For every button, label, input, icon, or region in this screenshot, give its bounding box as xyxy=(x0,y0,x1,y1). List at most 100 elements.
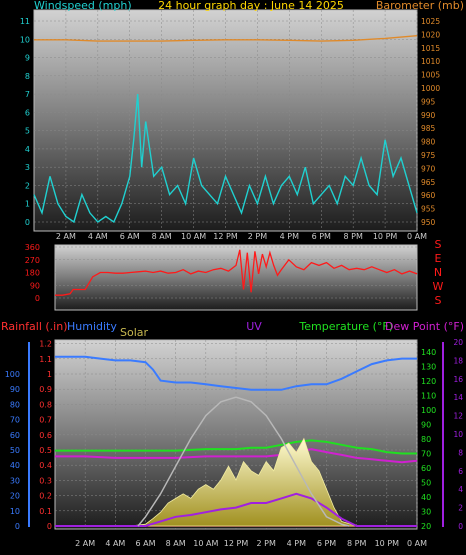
temperature-tick-label: 60 xyxy=(421,464,431,473)
time-tick-label: 0 AM xyxy=(407,232,427,241)
direction-tick-label: 360 xyxy=(25,243,40,252)
rainfall-tick-label: 0.1 xyxy=(39,507,52,516)
solar-area xyxy=(55,437,417,527)
time-tick-label: 12 PM xyxy=(224,539,249,548)
uv-label: UV xyxy=(246,320,262,333)
rainfall-tick-label: 1 xyxy=(47,370,52,379)
barometer-tick-label: 1025 xyxy=(421,17,440,26)
uv-tick-label: 2 xyxy=(458,504,463,513)
temperature-tick-label: 110 xyxy=(421,392,436,401)
humidity-tick-label: 100 xyxy=(5,370,20,379)
uv-tick-label: 16 xyxy=(453,375,463,384)
temperature-tick-label: 130 xyxy=(421,363,436,372)
time-tick-label: 6 PM xyxy=(312,232,331,241)
compass-label: W xyxy=(433,280,444,293)
compass-label: E xyxy=(435,252,442,265)
chart-title: 24 hour graph day : June 14 2025 xyxy=(158,0,344,12)
barometer-tick-label: 960 xyxy=(421,191,436,200)
time-tick-label: 8 AM xyxy=(166,539,186,548)
rainfall-tick-label: 0.4 xyxy=(39,461,52,470)
barometer-axis-label: Barometer (mb) xyxy=(376,0,464,12)
time-tick-label: 6 AM xyxy=(120,232,140,241)
solar-label: Solar xyxy=(120,326,149,339)
humidity-tick-label: 30 xyxy=(10,476,20,485)
time-tick-label: 10 PM xyxy=(373,232,398,241)
rainfall-tick-label: 0.6 xyxy=(39,431,52,440)
barometer-tick-label: 1010 xyxy=(421,57,440,66)
uv-tick-label: 10 xyxy=(453,430,463,439)
barometer-tick-label: 985 xyxy=(421,124,436,133)
barometer-tick-label: 975 xyxy=(421,151,436,160)
windspeed-tick-label: 10 xyxy=(20,35,30,44)
rainfall-tick-label: 0.8 xyxy=(39,400,52,409)
barometer-tick-label: 980 xyxy=(421,138,436,147)
rainfall-tick-label: 0.5 xyxy=(39,446,52,455)
windspeed-series xyxy=(33,94,418,224)
temperature-axis-label: Temperature (°F) xyxy=(298,320,393,333)
rainfall-tick-label: 0 xyxy=(47,522,52,531)
windspeed-axis-label: Windspeed (mph) xyxy=(34,0,132,12)
humidity-tick-label: 90 xyxy=(10,385,20,394)
windspeed-tick-label: 5 xyxy=(25,127,30,136)
temperature-tick-label: 20 xyxy=(421,522,431,531)
wind-direction-panel xyxy=(54,244,418,311)
barometer-series xyxy=(34,35,418,42)
uv-tick-label: 12 xyxy=(453,412,463,421)
humidity-tick-label: 40 xyxy=(10,461,20,470)
dewpoint-axis-label: Dew Point (°F) xyxy=(385,320,464,333)
windspeed-tick-label: 7 xyxy=(25,90,30,99)
uv-tick-label: 4 xyxy=(458,485,463,494)
humidity-tick-label: 10 xyxy=(10,507,20,516)
windspeed-tick-label: 11 xyxy=(20,17,30,26)
rainfall-tick-label: 1.2 xyxy=(39,340,52,349)
time-tick-label: 4 AM xyxy=(88,232,108,241)
humidity-axis-label: Humidity xyxy=(67,320,117,333)
barometer-tick-label: 1015 xyxy=(421,44,440,53)
temperature-tick-label: 140 xyxy=(421,348,436,357)
humidity-tick-label: 80 xyxy=(10,400,20,409)
time-tick-label: 10 PM xyxy=(375,539,400,548)
barometer-tick-label: 970 xyxy=(421,164,436,173)
time-tick-label: 2 AM xyxy=(56,232,76,241)
humidity-tick-label: 70 xyxy=(10,416,20,425)
direction-tick-label: 180 xyxy=(25,269,40,278)
barometer-tick-label: 965 xyxy=(421,178,436,187)
solar-max-series xyxy=(137,396,350,527)
barometer-tick-label: 990 xyxy=(421,111,436,120)
uv-tick-label: 20 xyxy=(453,338,463,347)
time-tick-label: 10 AM xyxy=(193,539,218,548)
temperature-tick-label: 30 xyxy=(421,508,431,517)
temperature-tick-label: 50 xyxy=(421,479,431,488)
barometer-tick-label: 950 xyxy=(421,218,436,227)
humidity-series xyxy=(55,355,417,391)
barometer-tick-label: 1020 xyxy=(421,30,440,39)
time-tick-label: 4 AM xyxy=(105,539,125,548)
rainfall-axis-label: Rainfall (.in) xyxy=(1,320,68,333)
rainfall-tick-label: 0.3 xyxy=(39,476,52,485)
time-tick-label: 6 AM xyxy=(135,539,155,548)
uv-tick-label: 8 xyxy=(458,448,463,457)
temperature-tick-label: 40 xyxy=(421,493,431,502)
time-tick-label: 0 AM xyxy=(407,539,427,548)
time-tick-label: 2 AM xyxy=(75,539,95,548)
windspeed-tick-label: 9 xyxy=(25,54,30,63)
time-tick-label: 8 AM xyxy=(152,232,172,241)
temperature-tick-label: 80 xyxy=(421,435,431,444)
uv-tick-label: 6 xyxy=(458,467,463,476)
temperature-tick-label: 100 xyxy=(421,406,436,415)
direction-tick-label: 0 xyxy=(35,294,40,303)
compass-label: N xyxy=(434,266,442,279)
time-tick-label: 12 PM xyxy=(213,232,238,241)
compass-label: S xyxy=(435,238,442,251)
uv-tick-label: 18 xyxy=(453,356,463,365)
uv-tick-label: 14 xyxy=(453,393,463,402)
temperature-f-series xyxy=(55,439,417,455)
direction-tick-label: 270 xyxy=(25,256,40,265)
humidity-tick-label: 50 xyxy=(10,446,20,455)
time-tick-label: 10 AM xyxy=(181,232,206,241)
windspeed-tick-label: 1 xyxy=(25,200,30,209)
barometer-tick-label: 1005 xyxy=(421,71,440,80)
time-tick-label: 8 PM xyxy=(347,539,366,548)
